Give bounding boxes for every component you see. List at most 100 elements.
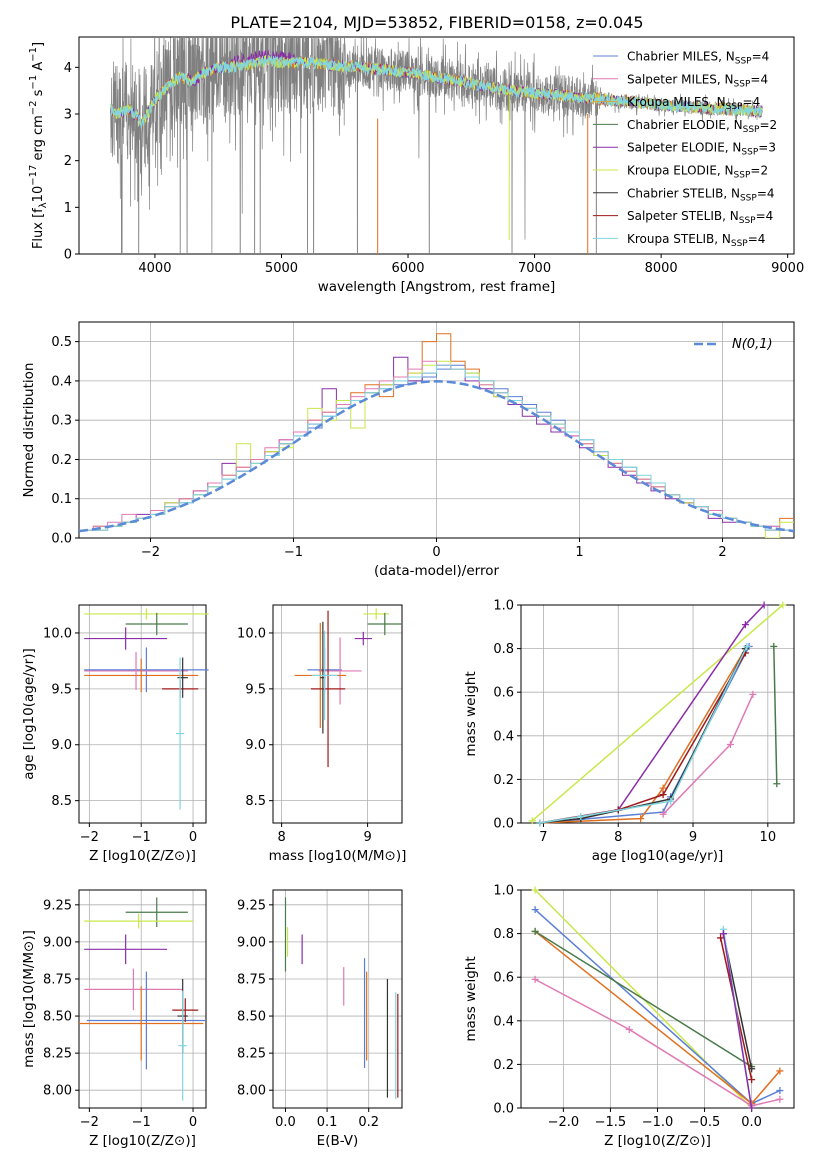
y-tick-label: 9.0: [245, 738, 266, 753]
y-tick-label: 8.25: [237, 1047, 266, 1062]
series-marker: [528, 817, 536, 825]
legend-entry-suffix: =4: [757, 186, 775, 200]
histograms: [79, 333, 794, 538]
y-tick-label: 0.0: [493, 817, 514, 832]
x-tick-label: 10: [760, 830, 777, 845]
series-marker: [659, 791, 667, 799]
legend-entry-suffix: =3: [758, 141, 776, 155]
x-tick-label: 0.0: [275, 1115, 296, 1130]
y-label-part: −1: [28, 75, 39, 90]
y-tick-label: 8.00: [237, 1084, 266, 1099]
x-tick-label: 2: [718, 545, 726, 560]
series-line: [539, 646, 750, 824]
legend-entry-sub: SSP: [740, 193, 757, 203]
legend-entry-label: Salpeter ELODIE, N: [627, 141, 741, 155]
y-tick-label: 8.00: [43, 1084, 72, 1099]
y-tick-label: 0: [64, 248, 72, 263]
x-tick-label: −1.5: [595, 1115, 627, 1130]
series-marker: [760, 601, 768, 609]
series-marker: [776, 1095, 784, 1103]
series-line: [539, 646, 748, 824]
legend-entry-label: Kroupa ELODIE, N: [627, 164, 734, 178]
legend-entry-suffix: =2: [759, 118, 777, 132]
x-tick-label: 7000: [518, 261, 551, 276]
axes-frame: [272, 604, 403, 824]
y-tick-label: 0.1: [51, 492, 72, 507]
series-marker: [536, 819, 544, 827]
x-tick-label: 6000: [391, 261, 424, 276]
age_vs_z-errorbars: [84, 608, 209, 810]
series-marker: [749, 690, 757, 698]
y-label-part: −17: [28, 165, 39, 186]
y-axis-label: Flux [fλ10−17 erg cm−2 s−1 A−1]: [28, 42, 49, 249]
y-tick-label: 8.25: [43, 1047, 72, 1062]
x-tick-label: −0.5: [689, 1115, 721, 1130]
age_vs_z-axes: −2 −1 0 8.5 9.0 9.5 10.0 Z [log10(Z/Z⊙)] age [lo…: [21, 604, 207, 864]
axes-frame: [520, 889, 795, 1109]
legend-entry-sub: SSP: [735, 57, 752, 67]
y-tick-label: 8.75: [237, 972, 266, 987]
x-tick-label: −1: [284, 545, 303, 560]
y-axis-label: mass weight: [463, 956, 479, 1041]
series-marker: [773, 780, 781, 788]
x-tick-label: 0.0: [741, 1115, 762, 1130]
axes-frame: [78, 36, 795, 255]
series-marker: [659, 784, 667, 792]
series-marker: [625, 1026, 633, 1034]
legend-entry-label: Chabrier MILES, N: [627, 50, 735, 64]
y-label-part: ]: [31, 42, 46, 47]
x-tick-label: 0.1: [317, 1115, 338, 1130]
series-marker: [726, 741, 734, 749]
y-tick-label: 0.5: [51, 335, 72, 350]
normal-curve: [79, 380, 794, 533]
x-tick-label: 9: [363, 830, 371, 845]
y-tick-label: 0.8: [493, 927, 514, 942]
legend-entry-sub: SSP: [739, 216, 756, 226]
normal-legend-label: N(0,1): [732, 337, 773, 352]
y-label-part: −1: [28, 47, 39, 62]
series-marker: [748, 1065, 756, 1073]
y-tick-label: 8.50: [237, 1010, 266, 1025]
x-tick-label: 5000: [265, 261, 298, 276]
y-tick-label: 0.0: [51, 532, 72, 547]
x-tick-label: 1: [575, 545, 583, 560]
axes-frame: [78, 889, 207, 1109]
mass_vs_z-axes: −2 −1 0 8.00 8.25 8.50 8.75 9.00 9.25 Z [log10(Z/…: [21, 889, 207, 1149]
y-tick-label: 0.3: [51, 414, 72, 429]
x-axis-label: (data-model)/error: [374, 563, 500, 579]
series-marker: [531, 906, 539, 914]
legend-entry: Chabrier ELODIE, NSSP=2: [627, 118, 777, 135]
axes-frame: [78, 321, 795, 539]
y-label-part: s: [31, 89, 46, 100]
y-label-part: −2: [28, 100, 39, 115]
x-tick-label: 0: [189, 1115, 197, 1130]
legend-entry: Kroupa STELIB, NSSP=4: [627, 232, 765, 249]
y-tick-label: 0.8: [493, 642, 514, 657]
series-marker: [577, 812, 585, 820]
mass_weight_vs_age-axes: 7 8 9 10 0.0 0.2 0.4 0.6 0.8 1.0 age [log10(age/yr…: [463, 599, 795, 864]
legend-entry: Kroupa ELODIE, NSSP=2: [627, 164, 768, 181]
y-tick-label: 0.6: [493, 686, 514, 701]
y-tick-label: 0.4: [51, 374, 72, 389]
series-marker: [779, 601, 787, 609]
y-axis-label: Normed distribution: [21, 363, 37, 498]
series-marker: [743, 642, 751, 650]
x-tick-label: −2.0: [548, 1115, 580, 1130]
series-line: [531, 604, 784, 822]
series-line: [722, 933, 753, 1109]
y-tick-label: 0.2: [493, 1058, 514, 1073]
legend-entry-label: Kroupa STELIB, N: [627, 232, 731, 246]
x-axis-label: E(B-V): [317, 1133, 359, 1149]
model-spectrum: [110, 55, 763, 129]
legend-entry: Salpeter MILES, NSSP=4: [627, 72, 768, 89]
y-tick-label: 9.25: [43, 898, 72, 913]
series-line: [539, 604, 765, 824]
x-tick-label: −2: [80, 1115, 99, 1130]
legend-entry: Chabrier MILES, NSSP=4: [627, 50, 769, 67]
series-marker: [717, 934, 725, 942]
age_vs_mass-errorbars: [294, 608, 402, 768]
y-tick-label: 9.5: [245, 682, 266, 697]
x-tick-label: 8000: [645, 261, 678, 276]
legend-entry-suffix: =4: [756, 209, 774, 223]
x-tick-label: 4000: [138, 261, 171, 276]
